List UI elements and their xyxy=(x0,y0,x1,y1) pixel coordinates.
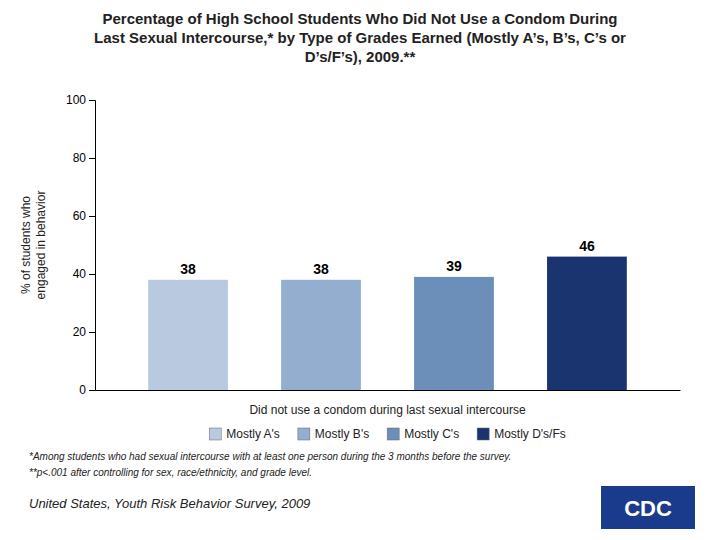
source: United States, Youth Risk Behavior Surve… xyxy=(29,496,310,511)
legend: Mostly A's Mostly B's Mostly C's Mostly D's… xyxy=(209,427,566,441)
bars xyxy=(148,257,627,390)
bar xyxy=(281,280,361,390)
legend-label: Mostly C's xyxy=(404,427,459,441)
y-tick-label: 80 xyxy=(73,151,87,165)
title-line: Last Sexual Intercourse,* by Type of Gra… xyxy=(94,29,626,46)
data-labels: 38 38 39 46 xyxy=(180,238,595,277)
title-line: Percentage of High School Students Who D… xyxy=(102,10,617,27)
y-tick-label: 100 xyxy=(66,93,86,107)
legend-label: Mostly D's/Fs xyxy=(494,427,566,441)
legend-item: Mostly A's xyxy=(209,427,280,441)
data-label: 38 xyxy=(180,261,196,277)
x-axis-title: Did not use a condom during last sexual … xyxy=(249,403,525,417)
logo-text: CDC xyxy=(624,496,672,521)
bar xyxy=(547,257,627,390)
logo-box xyxy=(601,486,695,529)
bar xyxy=(414,277,494,390)
y-tick: 100 xyxy=(66,93,95,107)
y-axis-line xyxy=(89,101,96,391)
legend-item: Mostly C's xyxy=(387,427,459,441)
footnote: *Among students who had sexual intercour… xyxy=(29,451,511,462)
data-label: 38 xyxy=(313,261,329,277)
title-line: D’s/F’s), 2009.** xyxy=(305,48,416,65)
y-tick-mark xyxy=(89,100,95,101)
chart: Percentage of High School Students Who D… xyxy=(0,0,720,540)
x-axis-line xyxy=(96,390,681,391)
y-tick: 40 xyxy=(73,267,95,281)
footnote: **p<.001 after controlling for sex, race… xyxy=(29,467,312,478)
legend-swatch xyxy=(298,428,310,440)
y-axis-title-line: % of students who xyxy=(19,196,33,294)
legend-item: Mostly B's xyxy=(298,427,369,441)
legend-item: Mostly D's/Fs xyxy=(477,427,566,441)
y-axis: 0 20 40 60 80 100 xyxy=(66,93,96,397)
y-axis-title: % of students whoengaged in behavior xyxy=(19,191,48,300)
data-label: 39 xyxy=(446,258,462,274)
legend-swatch xyxy=(387,428,399,440)
y-tick-label: 20 xyxy=(73,325,87,339)
y-axis-title-line: engaged in behavior xyxy=(34,191,48,300)
data-label: 46 xyxy=(579,238,595,254)
y-tick: 0 xyxy=(79,383,95,397)
title: Percentage of High School Students Who D… xyxy=(94,10,626,65)
y-tick-label: 0 xyxy=(79,383,86,397)
x-axis xyxy=(96,390,681,391)
y-tick: 80 xyxy=(73,151,95,165)
legend-swatch xyxy=(477,428,489,440)
bar xyxy=(148,280,228,390)
y-tick-label: 60 xyxy=(73,209,87,223)
y-tick: 60 xyxy=(73,209,95,223)
y-tick-mark xyxy=(89,274,95,275)
y-tick-mark xyxy=(89,216,95,217)
y-tick-mark xyxy=(89,332,95,333)
legend-swatch xyxy=(209,428,221,440)
y-tick: 20 xyxy=(73,325,95,339)
y-tick-label: 40 xyxy=(73,267,87,281)
legend-label: Mostly A's xyxy=(226,427,280,441)
y-tick-mark xyxy=(89,390,95,391)
legend-label: Mostly B's xyxy=(315,427,369,441)
y-tick-mark xyxy=(89,158,95,159)
